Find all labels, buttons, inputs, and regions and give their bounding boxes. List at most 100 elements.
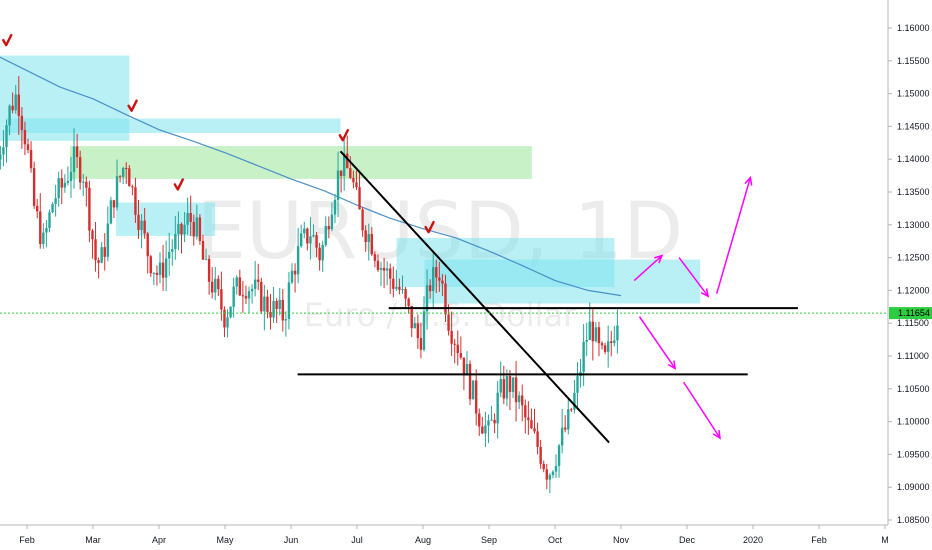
candle-body bbox=[36, 205, 39, 212]
candle-body bbox=[306, 228, 309, 244]
candle-body bbox=[355, 182, 358, 188]
candle-body bbox=[149, 256, 152, 274]
check-mark-icon bbox=[338, 129, 349, 142]
candle-body bbox=[407, 298, 410, 306]
last-price-tag-box bbox=[889, 307, 932, 320]
projection-arrow bbox=[633, 254, 664, 282]
time-tick-label: Sep bbox=[481, 535, 497, 545]
candle-body bbox=[115, 176, 119, 208]
candle-body bbox=[585, 339, 588, 342]
moving-average-line bbox=[0, 56, 622, 297]
zones-layer bbox=[0, 55, 701, 304]
candle-body bbox=[201, 240, 205, 260]
candle-body bbox=[600, 343, 604, 346]
candle-body bbox=[164, 258, 168, 278]
time-axis[interactable]: Feb Mar Apr May Jun Jul Aug Sep Oct Nov Dec 2020 Feb… bbox=[0, 524, 889, 545]
candle-body bbox=[588, 321, 591, 340]
candle-body bbox=[594, 327, 598, 342]
candle-body bbox=[370, 234, 374, 255]
candle-body bbox=[229, 306, 232, 318]
time-tick-label: Aug bbox=[415, 535, 431, 545]
candle-body bbox=[539, 446, 542, 464]
candle-body bbox=[88, 187, 91, 231]
price-tick-label: 1.11000 bbox=[897, 351, 929, 361]
price-tick-label: 1.08500 bbox=[897, 515, 930, 525]
candle-body bbox=[131, 186, 134, 188]
last-price-tag-text: 1.11654 bbox=[898, 308, 930, 318]
candle-body bbox=[603, 345, 607, 352]
candle-body bbox=[573, 392, 576, 410]
time-axis-ticks: Feb Mar Apr May Jun Jul Aug Sep Oct Nov Dec 2020 Feb… bbox=[19, 525, 889, 545]
candle-body bbox=[11, 105, 14, 111]
price-tick-label: 1.10000 bbox=[897, 417, 930, 427]
candle-body bbox=[241, 295, 245, 297]
candle-body bbox=[545, 469, 548, 480]
candle-body bbox=[389, 268, 392, 279]
time-tick-label: Jun bbox=[284, 535, 299, 545]
candle-body bbox=[82, 181, 85, 183]
candle-body bbox=[296, 246, 300, 275]
projection-arrow bbox=[715, 175, 753, 294]
candle-body bbox=[517, 395, 521, 403]
trendline bbox=[339, 150, 610, 444]
candle-body bbox=[143, 220, 146, 234]
candle-body bbox=[364, 230, 367, 243]
candle-body bbox=[210, 281, 214, 293]
arrow-head-icon bbox=[744, 175, 753, 186]
candle-body bbox=[94, 239, 97, 261]
time-tick-label: 2020 bbox=[743, 535, 763, 545]
candle-body bbox=[253, 279, 257, 289]
candle-body bbox=[419, 338, 423, 350]
price-tick-label: 1.10500 bbox=[897, 384, 930, 394]
candle-body bbox=[576, 376, 579, 393]
candle-body bbox=[198, 217, 202, 241]
candle-body bbox=[392, 278, 395, 289]
candle-body bbox=[336, 170, 340, 200]
candle-body bbox=[121, 168, 125, 177]
candle-body bbox=[152, 272, 156, 274]
candle-body bbox=[481, 426, 484, 434]
candle-body bbox=[511, 377, 515, 392]
candle-body bbox=[410, 305, 413, 329]
candle-body bbox=[613, 340, 616, 344]
candle-body bbox=[536, 431, 539, 447]
candle-body bbox=[379, 267, 383, 270]
candle-body bbox=[591, 321, 595, 342]
candle-body bbox=[508, 376, 512, 392]
candle-body bbox=[177, 223, 180, 235]
arrow-shaft bbox=[715, 177, 752, 294]
candle-body bbox=[524, 405, 527, 418]
candle-body bbox=[161, 262, 165, 278]
arrow-shaft bbox=[633, 255, 663, 282]
arrow-shaft bbox=[638, 316, 676, 369]
candle-body bbox=[235, 277, 238, 287]
candle-body bbox=[330, 214, 334, 230]
candle-body bbox=[567, 409, 570, 430]
candle-body bbox=[300, 233, 303, 247]
candle-body bbox=[42, 232, 45, 245]
drawings-layer bbox=[2, 33, 798, 444]
candle-body bbox=[128, 168, 131, 187]
candle-body bbox=[72, 146, 76, 172]
price-axis[interactable]: 1.16000 1.15500 1.15000 1.14500 1.14000 1.135… bbox=[887, 0, 932, 550]
candle-body bbox=[293, 270, 297, 275]
candle-body bbox=[39, 211, 42, 245]
candle-body bbox=[425, 285, 429, 312]
candle-body bbox=[606, 341, 610, 352]
candle-body bbox=[303, 228, 306, 234]
candle-body bbox=[385, 268, 389, 271]
candle-body bbox=[180, 223, 183, 235]
candle-body bbox=[32, 168, 36, 206]
candle-body bbox=[395, 286, 398, 289]
candle-body bbox=[266, 296, 269, 313]
price-tick-label: 1.15000 bbox=[897, 89, 930, 99]
candle-body bbox=[8, 105, 11, 126]
candle-body bbox=[398, 286, 401, 290]
price-tick-label: 1.11500 bbox=[897, 318, 929, 328]
candle-body bbox=[349, 168, 352, 178]
cyan-zone-1 bbox=[5, 118, 341, 133]
candle-body bbox=[75, 146, 79, 158]
candle-body bbox=[382, 267, 386, 271]
candle-body bbox=[281, 299, 284, 321]
